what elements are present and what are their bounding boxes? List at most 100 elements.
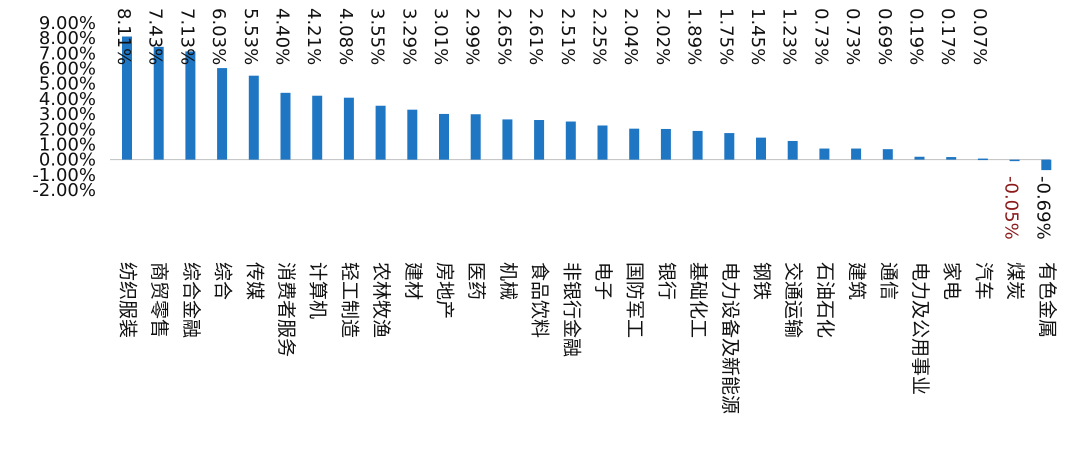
y-tick-label: -2.00% [32,180,96,201]
category-label: 建筑 [846,262,868,300]
bar [660,128,671,160]
category-label: 家电 [941,262,963,300]
y-tick-label: 6.00% [39,59,96,80]
bar [122,36,132,160]
data-label: 7.13% [176,8,197,65]
bar [597,125,608,160]
bar [312,95,323,160]
y-tick-label: 7.00% [39,43,96,64]
y-tick-label: -1.00% [32,165,96,186]
data-label: 2.99% [462,8,483,65]
bar [343,97,354,160]
data-label: 8.11% [113,8,134,65]
bar [153,46,164,160]
data-label: 3.01% [430,8,451,65]
bar [502,119,513,160]
bar [946,157,957,160]
y-tick-label: 5.00% [39,74,96,95]
data-labels-group: 8.11% 7.43% 7.13% 6.03% 5.53% 4.40% 4.21% 4.08%… [113,8,1053,240]
data-label: 4.40% [272,8,293,65]
bar [534,120,545,160]
category-label: 传媒 [243,262,265,300]
data-label: 2.51% [557,8,578,65]
category-label: 消费者服务 [275,262,297,357]
data-label: 1.45% [747,8,768,65]
category-label: 电力及公用事业 [909,262,931,395]
bar [914,156,925,160]
category-label: 轻工制造 [338,262,360,338]
data-label: 1.75% [715,8,736,65]
data-label: 3.55% [367,8,388,65]
data-label: 2.02% [652,8,673,65]
category-labels-group: 纺织服装 商贸零售 综合金融 综合 传媒 消费者服务 计算机 轻工制造 农林牧渔 建材 房地产 医药机… [117,262,1058,414]
data-label: 5.53% [240,8,261,65]
category-label: 银行 [655,262,677,300]
category-label: 通信 [877,262,899,300]
bar [185,51,196,160]
category-label: 钢铁 [751,262,773,300]
data-label: -0.05% [1001,176,1022,240]
data-label: 2.65% [493,8,514,65]
category-label: 电子 [592,262,614,300]
category-label: 商贸零售 [148,262,170,338]
bar [1041,159,1052,171]
category-label: 国防军工 [624,262,646,338]
y-tick-label: 9.00% [39,13,96,34]
data-label: 6.03% [208,8,229,65]
bar [375,105,386,160]
bars-group [122,36,1052,171]
bar [692,130,703,160]
y-tick-label: 8.00% [39,28,96,49]
bar [787,140,798,160]
category-label: 汽车 [972,262,994,300]
y-tick-label: 1.00% [39,134,96,155]
y-tick-label: 2.00% [39,119,96,140]
category-label: 纺织服装 [117,262,139,338]
bar [565,121,576,160]
data-label: 0.07% [969,8,990,65]
category-label: 非银行金融 [560,262,582,357]
bar [851,148,862,160]
y-tick-label: 4.00% [39,89,96,110]
data-label: 0.17% [937,8,958,65]
data-label: 2.25% [589,8,610,65]
category-label: 建材 [402,262,424,300]
category-label: 计算机 [307,262,329,319]
data-label: 0.73% [842,8,863,65]
bar [439,113,449,160]
data-label: 2.04% [620,8,641,65]
category-label: 农林牧渔 [370,262,392,338]
data-label: 7.43% [145,8,166,65]
data-label: 0.73% [810,8,831,65]
bar [882,149,893,160]
category-label: 交通运输 [782,262,804,338]
bar [280,92,291,160]
data-label: 1.89% [684,8,705,65]
data-label: 4.08% [335,8,356,65]
category-label: 食品饮料 [529,262,551,338]
bar [819,148,830,160]
category-label: 电力设备及新能源 [719,262,741,414]
category-label: 基础化工 [687,262,709,338]
data-label: 0.19% [906,8,927,65]
category-label: 机械 [497,262,519,300]
bar [217,68,228,160]
bar [407,109,418,160]
category-label: 煤炭 [1004,262,1026,300]
category-label: 石油石化 [814,262,836,338]
bar [756,137,766,160]
data-label: 2.61% [525,8,546,65]
y-axis-ticks: -2.00%-1.00%0.00%1.00%2.00%3.00%4.00%5.0… [32,13,96,201]
bar [470,114,481,160]
category-label: 医药 [465,262,487,300]
bar [977,158,988,161]
bar [1009,159,1020,162]
category-label: 综合金融 [180,262,202,338]
data-label: -0.69% [1032,176,1053,240]
category-label: 综合 [212,262,234,300]
bar [629,128,640,160]
data-label: 1.23% [779,8,800,65]
y-tick-label: 3.00% [39,104,96,125]
data-label: 4.21% [303,8,324,65]
